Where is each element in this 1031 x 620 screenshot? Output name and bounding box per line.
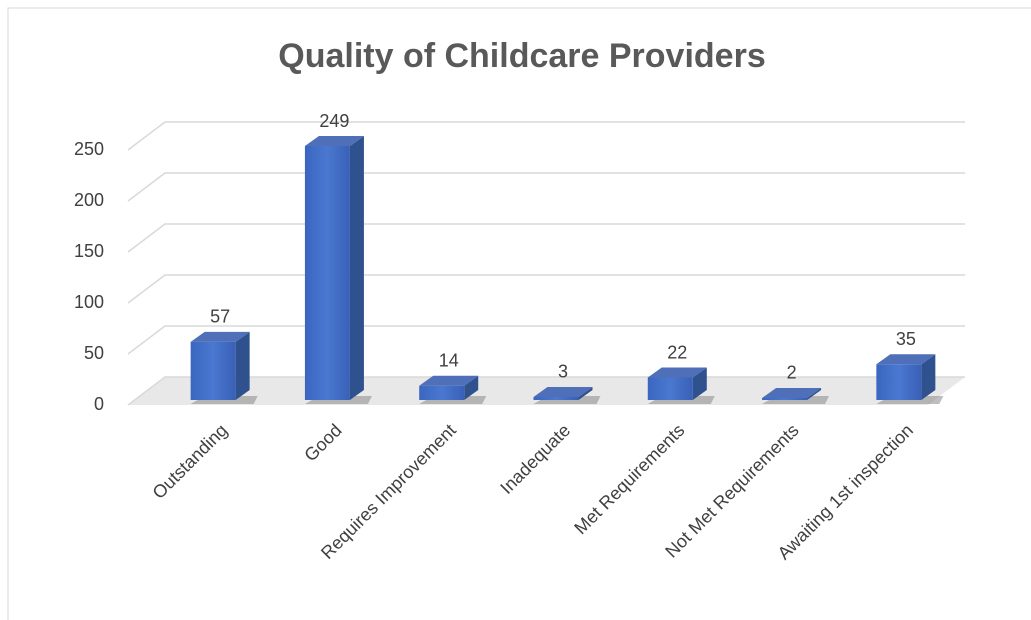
bar-front <box>762 397 808 400</box>
data-label: 3 <box>558 362 568 382</box>
bar <box>419 375 487 404</box>
bar-top <box>190 331 250 342</box>
bar-side <box>921 354 936 400</box>
bar <box>647 367 715 404</box>
bar-top <box>304 136 364 147</box>
bar-top <box>419 375 479 386</box>
bar-front <box>876 364 922 400</box>
bar-side <box>807 387 822 400</box>
grid-line <box>127 274 965 304</box>
bar-top <box>762 387 822 398</box>
bar-front <box>190 341 236 400</box>
bar-front <box>647 377 693 400</box>
data-label: 57 <box>210 307 230 327</box>
grid-line <box>127 172 965 202</box>
data-label: 2 <box>787 363 797 383</box>
bar-top <box>533 386 593 397</box>
x-tick-label: Outstanding <box>149 420 232 503</box>
bar-top <box>647 367 707 378</box>
data-label: 14 <box>439 350 459 370</box>
bar-side <box>692 367 707 400</box>
data-label: 22 <box>667 342 687 362</box>
y-tick-label: 250 <box>74 139 104 159</box>
x-tick-label: Requires Improvement <box>317 420 460 563</box>
bar <box>762 387 830 404</box>
bar <box>190 331 258 404</box>
grid-line <box>127 223 965 253</box>
bar-side <box>578 386 593 400</box>
bar-top <box>876 354 936 365</box>
bar-front <box>533 396 579 400</box>
bar <box>533 386 601 404</box>
grid-line <box>127 121 965 151</box>
bar-side <box>349 136 364 400</box>
data-label: 35 <box>896 329 916 349</box>
y-tick-label: 50 <box>84 343 104 363</box>
frame <box>7 7 1031 620</box>
bar-front <box>304 146 350 400</box>
bar <box>304 136 372 404</box>
data-label: 249 <box>319 111 349 131</box>
y-tick-label: 200 <box>74 190 104 210</box>
bar-side <box>235 331 250 400</box>
bar <box>876 354 944 404</box>
x-tick-label: Inadequate <box>496 420 574 498</box>
y-tick-label: 150 <box>74 241 104 261</box>
y-tick-label: 0 <box>94 394 104 414</box>
y-tick-label: 100 <box>74 292 104 312</box>
x-tick-label: Good <box>300 420 345 465</box>
grid-line <box>127 325 965 355</box>
x-tick-label: Met Requirements <box>570 420 688 538</box>
bar-front <box>419 385 465 400</box>
bar-side <box>464 375 479 400</box>
chart-title: Quality of Childcare Providers <box>278 37 765 75</box>
